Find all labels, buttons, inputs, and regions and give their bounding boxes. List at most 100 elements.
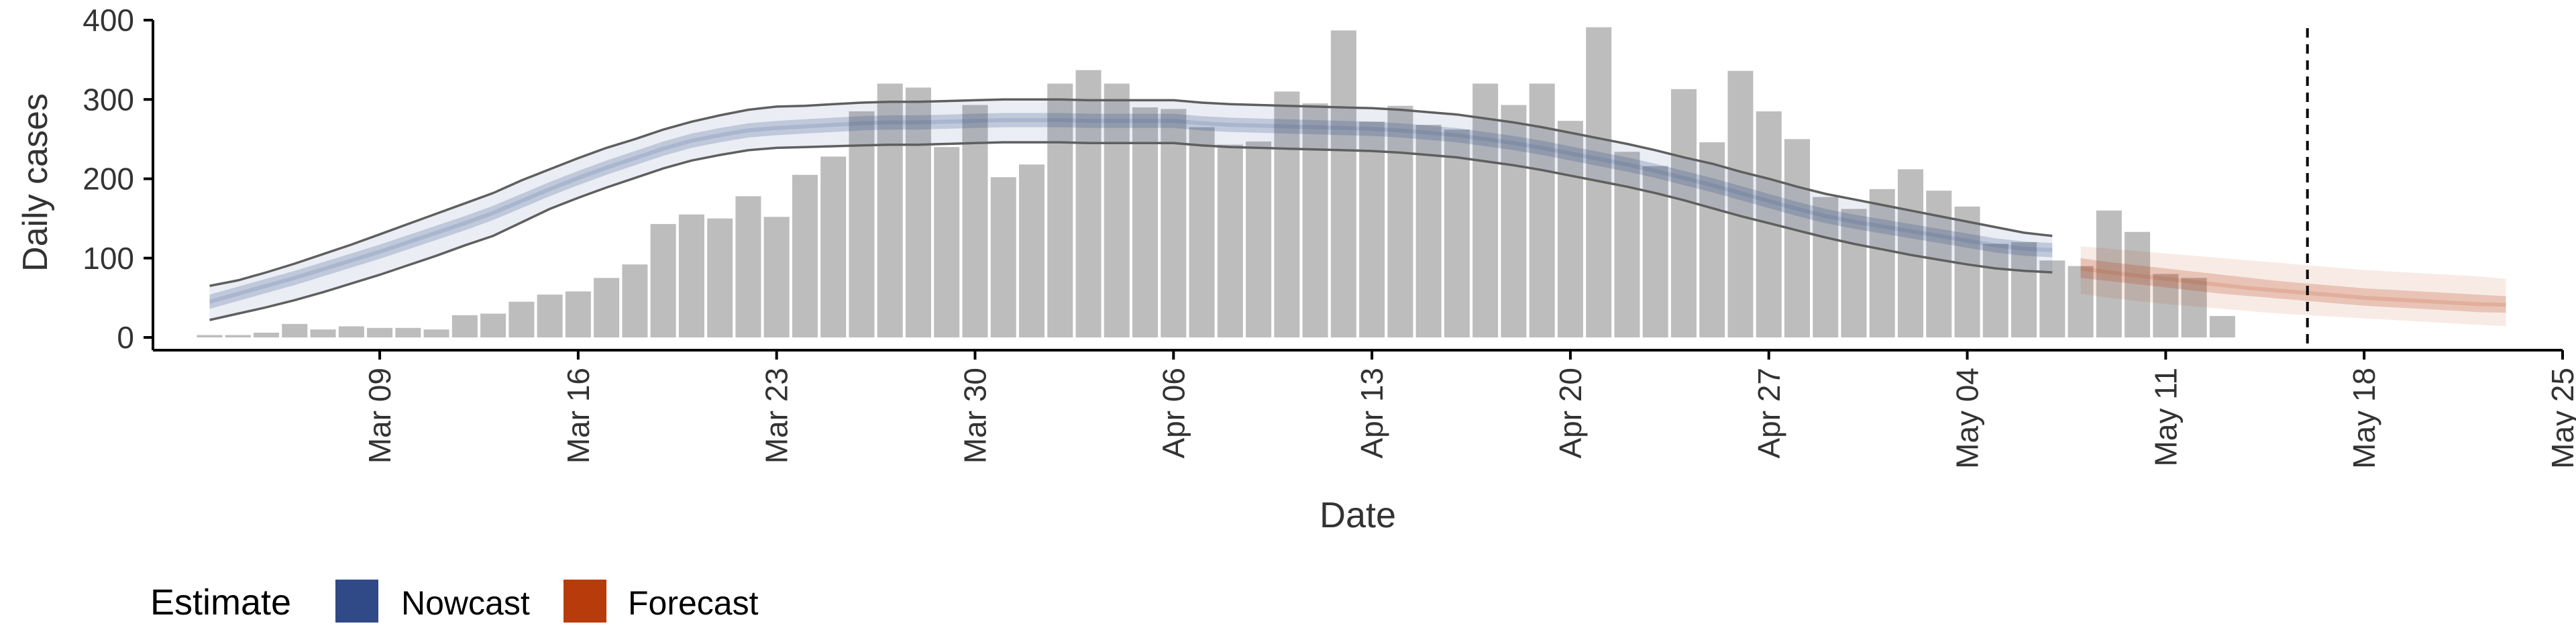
bar (1330, 30, 1356, 338)
bar (1047, 83, 1073, 337)
bar (1784, 139, 1811, 337)
nowcast-upper-line (209, 98, 2053, 287)
bar (197, 335, 223, 337)
bar (1557, 121, 1583, 338)
nowcast-outer-band (209, 99, 2053, 321)
bar (423, 329, 449, 337)
bar (1813, 197, 1839, 337)
nowcast-median-line (209, 118, 2053, 304)
bar (1274, 91, 1300, 338)
legend-swatch-forecast (564, 580, 606, 623)
bar (990, 177, 1016, 337)
bars-layer (197, 27, 2235, 338)
legend-label-forecast: Forecast (628, 584, 759, 622)
bar (2125, 231, 2151, 337)
bar (1727, 70, 1754, 338)
bar (1614, 152, 1640, 338)
bar (1670, 89, 1697, 337)
bar (1189, 127, 1215, 337)
bar (1841, 209, 1867, 337)
bar (877, 83, 903, 337)
bar (1217, 144, 1243, 337)
y-tick-label: 400 (83, 3, 134, 38)
bar (480, 313, 506, 337)
y-tick-label: 300 (83, 82, 134, 117)
bar (707, 218, 733, 337)
x-tick-label: Mar 16 (561, 368, 596, 464)
bar (537, 294, 563, 337)
x-tick-label: Apr 27 (1752, 368, 1786, 459)
bar (1699, 142, 1725, 338)
ci-lines-layer (209, 98, 2053, 321)
bar (395, 327, 421, 337)
y-tick-label: 200 (83, 162, 134, 197)
x-tick-label: Mar 23 (759, 368, 794, 464)
bar (282, 323, 308, 337)
y-tick-label: 100 (83, 241, 134, 276)
bar (508, 301, 535, 337)
legend-title: Estimate (150, 582, 291, 623)
bar (310, 329, 336, 337)
y-axis-title: Daily cases (16, 93, 55, 272)
bar (565, 291, 591, 337)
bar (2039, 260, 2065, 337)
bar (1529, 83, 1555, 337)
bar (2096, 210, 2122, 337)
bar (792, 174, 818, 337)
nowcast-layer (209, 99, 2053, 321)
bar (1104, 83, 1130, 337)
bar (763, 217, 790, 337)
bar (934, 147, 960, 337)
bar (2153, 274, 2179, 337)
bar (1075, 70, 1102, 337)
bar (1926, 191, 1952, 337)
x-tick-label: Mar 30 (958, 368, 993, 464)
x-tick-label: May 11 (2148, 368, 2183, 466)
nowcast-lower-line (209, 141, 2053, 321)
bar (1415, 125, 1442, 337)
legend-label-nowcast: Nowcast (401, 584, 530, 622)
bar (1954, 206, 1980, 337)
x-axis-title: Date (1320, 495, 1396, 535)
bar (1132, 107, 1159, 337)
x-tick-label: Apr 13 (1354, 368, 1389, 459)
bar (2011, 242, 2037, 337)
forecast-inner-band (2080, 258, 2506, 313)
x-tick-label: Apr 20 (1553, 368, 1588, 459)
y-tick-label: 0 (117, 320, 134, 355)
bar (225, 335, 251, 337)
bar (367, 327, 393, 337)
bar (820, 156, 847, 337)
forecast-outer-band (2080, 246, 2506, 327)
bar (2209, 316, 2235, 337)
x-tick-label: May 18 (2347, 368, 2381, 469)
bar (650, 223, 676, 337)
bar (451, 315, 478, 337)
legend-swatch-nowcast (335, 580, 378, 623)
x-tick-label: May 25 (2545, 368, 2576, 469)
bar (1387, 105, 1413, 337)
y-axis: 0 100 200 300 400 (83, 3, 154, 355)
bar (2181, 278, 2207, 337)
bar (849, 111, 875, 338)
bar (1472, 83, 1499, 337)
bar (594, 278, 620, 337)
nowcast-inner-band (209, 113, 2053, 309)
bar (1019, 164, 1045, 337)
bar (1444, 129, 1470, 337)
bar (2068, 266, 2094, 337)
forecast-layer (2080, 246, 2506, 327)
bar (622, 264, 648, 337)
bar (254, 332, 280, 337)
x-tick-label: May 04 (1950, 368, 1985, 469)
bar (1302, 103, 1328, 337)
bar (905, 87, 932, 337)
x-tick-label: Mar 09 (362, 368, 397, 464)
legend: Estimate Nowcast Forecast (150, 580, 759, 623)
bar (735, 196, 761, 337)
bar (1161, 109, 1187, 337)
bar (1869, 189, 1895, 337)
bar (1359, 121, 1385, 338)
bar (1982, 244, 2008, 337)
